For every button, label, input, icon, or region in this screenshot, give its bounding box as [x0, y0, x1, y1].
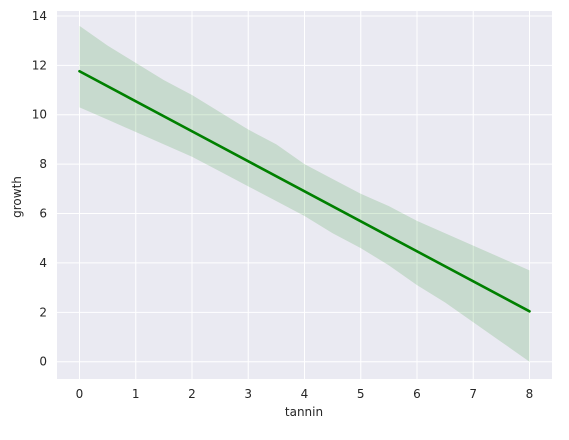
y-tick-label-6: 12	[32, 58, 47, 72]
grid-lines	[57, 11, 552, 379]
x-tick-label-3: 3	[244, 387, 252, 401]
confidence-bands	[79, 25, 530, 362]
y-tick-label-4: 8	[39, 157, 47, 171]
y-tick-label-2: 4	[39, 256, 47, 270]
y-tick-label-0: 0	[39, 355, 47, 369]
x-tick-label-6: 6	[413, 387, 421, 401]
y-tick-label-5: 10	[32, 108, 47, 122]
x-tick-label-7: 7	[469, 387, 477, 401]
confidence-band-0	[79, 25, 530, 362]
y-axis-label: growth	[10, 176, 24, 218]
y-tick-labels: 0 2 4 6 8 10 12 14	[32, 9, 47, 369]
x-axis-label: tannin	[285, 405, 323, 419]
x-tick-label-0: 0	[76, 387, 84, 401]
regression-line-0	[78, 69, 531, 313]
x-tick-label-1: 1	[132, 387, 140, 401]
x-tick-label-2: 2	[188, 387, 196, 401]
y-tick-label-3: 6	[39, 207, 47, 221]
regression-lines	[78, 69, 531, 313]
x-tick-labels: 0 1 2 3 4 5 6 7 8	[76, 387, 534, 401]
x-tick-label-8: 8	[526, 387, 534, 401]
y-tick-label-1: 2	[39, 305, 47, 319]
y-tick-label-7: 14	[32, 9, 47, 23]
x-tick-label-4: 4	[301, 387, 309, 401]
x-tick-label-5: 5	[357, 387, 365, 401]
